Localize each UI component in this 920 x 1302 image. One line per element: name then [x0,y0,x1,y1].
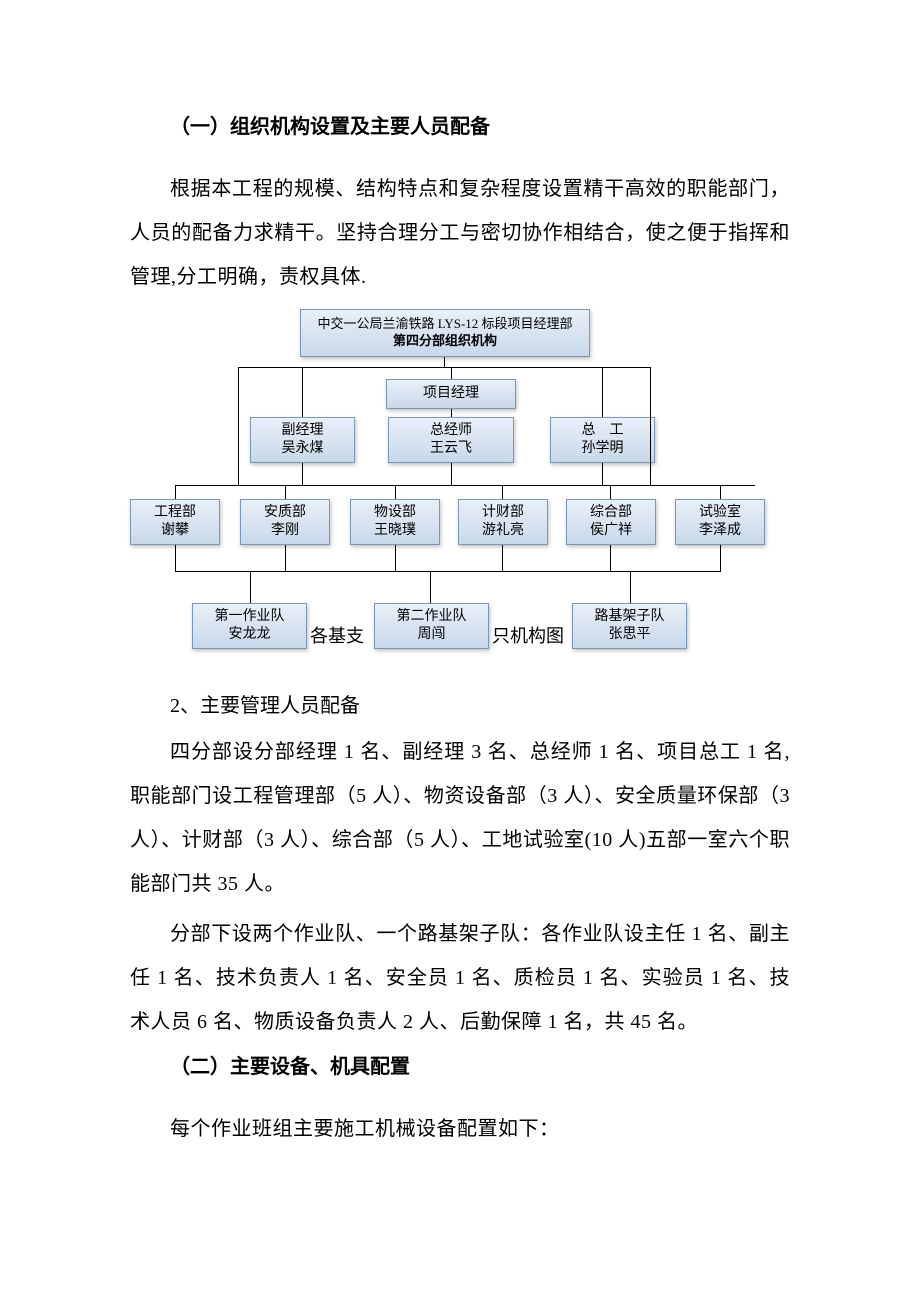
org-node-team2: 第二作业队 周闯 [374,603,489,649]
org-node-dept-lab: 试验室 李泽成 [675,499,765,545]
dept4-title: 计财部 [482,504,524,522]
gen-eng-title: 总 工 [582,422,624,440]
document-page: （一）组织机构设置及主要人员配备 根据本工程的规模、结构特点和复杂程度设置精干高… [0,0,920,1217]
caption-fragment-2: 只机构图 [492,622,564,648]
dept6-name: 李泽成 [699,522,741,540]
org-node-dept-safety: 安质部 李刚 [240,499,330,545]
org-node-pm: 项目经理 [386,379,516,409]
chief-eng-name: 王云飞 [430,440,472,458]
dept2-name: 李刚 [271,522,299,540]
section-heading-1: （一）组织机构设置及主要人员配备 [130,110,790,139]
caption-fragment-1: 各基支 [310,622,364,648]
org-node-dept-finance: 计财部 游礼亮 [458,499,548,545]
paragraph-staff-2: 分部下设两个作业队、一个路基架子队：各作业队设主任 1 名、副主任 1 名、技术… [130,912,790,1044]
org-node-dept-general: 综合部 侯广祥 [566,499,656,545]
org-node-team3: 路基架子队 张思平 [572,603,687,649]
team1-name: 安龙龙 [229,626,271,644]
team1-title: 第一作业队 [215,608,285,626]
sub-heading-2: 2、主要管理人员配备 [130,686,790,726]
org-node-team1: 第一作业队 安龙龙 [192,603,307,649]
org-node-chief-engineer: 总经师 王云飞 [388,417,514,463]
org-chart: 中交一公局兰渝铁路 LYS-12 标段项目经理部 第四分部组织机构 项目经理 副… [130,309,790,684]
dept5-title: 综合部 [590,504,632,522]
pm-title: 项目经理 [423,385,479,403]
org-node-header: 中交一公局兰渝铁路 LYS-12 标段项目经理部 第四分部组织机构 [300,309,590,357]
team3-title: 路基架子队 [595,608,665,626]
paragraph-equipment: 每个作业班组主要施工机械设备配置如下： [130,1107,790,1151]
org-node-deputy: 副经理 吴永煤 [250,417,355,463]
section-heading-2: （二）主要设备、机具配置 [130,1050,790,1079]
org-node-dept-engineering: 工程部 谢攀 [130,499,220,545]
org-node-general-engineer: 总 工 孙学明 [550,417,655,463]
dept5-name: 侯广祥 [590,522,632,540]
paragraph-intro: 根据本工程的规模、结构特点和复杂程度设置精干高效的职能部门，人员的配备力求精干。… [130,167,790,299]
org-header-line2: 第四分部组织机构 [393,333,497,350]
org-header-line1: 中交一公局兰渝铁路 LYS-12 标段项目经理部 [317,316,572,333]
chief-eng-title: 总经师 [430,422,472,440]
org-node-dept-materials: 物设部 王晓璞 [350,499,440,545]
team2-title: 第二作业队 [397,608,467,626]
dept1-title: 工程部 [154,504,196,522]
team2-name: 周闯 [418,626,446,644]
dept3-title: 物设部 [374,504,416,522]
gen-eng-name: 孙学明 [582,440,624,458]
dept3-name: 王晓璞 [374,522,416,540]
dept4-name: 游礼亮 [482,522,524,540]
dept6-title: 试验室 [699,504,741,522]
deputy-title: 副经理 [282,422,324,440]
paragraph-staff-1: 四分部设分部经理 1 名、副经理 3 名、总经师 1 名、项目总工 1 名,职能… [130,730,790,906]
team3-name: 张思平 [609,626,651,644]
dept1-name: 谢攀 [161,522,189,540]
dept2-title: 安质部 [264,504,306,522]
deputy-name: 吴永煤 [282,440,324,458]
